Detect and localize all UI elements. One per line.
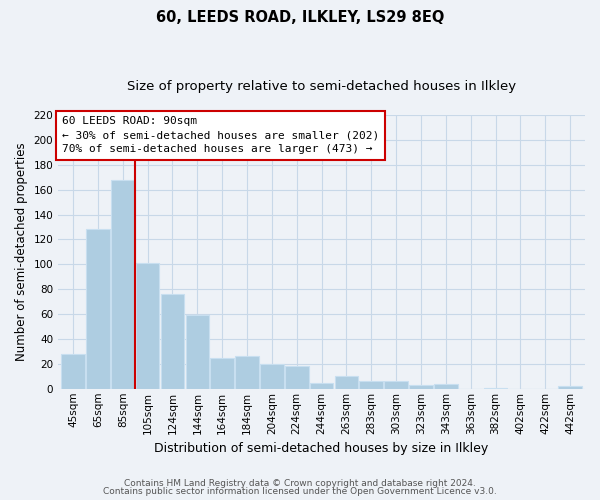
Bar (484, 388, 508, 389)
Text: 60 LEEDS ROAD: 90sqm
← 30% of semi-detached houses are smaller (202)
70% of semi: 60 LEEDS ROAD: 90sqm ← 30% of semi-detac… (62, 116, 379, 154)
Text: Contains public sector information licensed under the Open Government Licence v3: Contains public sector information licen… (103, 487, 497, 496)
Bar (335, 376, 358, 389)
Bar (285, 366, 308, 389)
Bar (385, 382, 408, 389)
Bar (359, 382, 383, 389)
Text: Contains HM Land Registry data © Crown copyright and database right 2024.: Contains HM Land Registry data © Crown c… (124, 478, 476, 488)
Bar (61, 354, 85, 389)
Text: 60, LEEDS ROAD, ILKLEY, LS29 8EQ: 60, LEEDS ROAD, ILKLEY, LS29 8EQ (156, 10, 444, 25)
Y-axis label: Number of semi-detached properties: Number of semi-detached properties (15, 142, 28, 361)
Bar (211, 358, 234, 389)
Title: Size of property relative to semi-detached houses in Ilkley: Size of property relative to semi-detach… (127, 80, 516, 93)
Bar (558, 386, 582, 389)
Bar (161, 294, 184, 389)
Bar (185, 316, 209, 389)
Bar (434, 384, 458, 389)
Bar (409, 385, 433, 389)
Bar (136, 263, 160, 389)
Bar (310, 382, 334, 389)
Bar (235, 356, 259, 389)
Bar (260, 364, 284, 389)
X-axis label: Distribution of semi-detached houses by size in Ilkley: Distribution of semi-detached houses by … (154, 442, 489, 455)
Bar (86, 230, 110, 389)
Bar (111, 180, 134, 389)
